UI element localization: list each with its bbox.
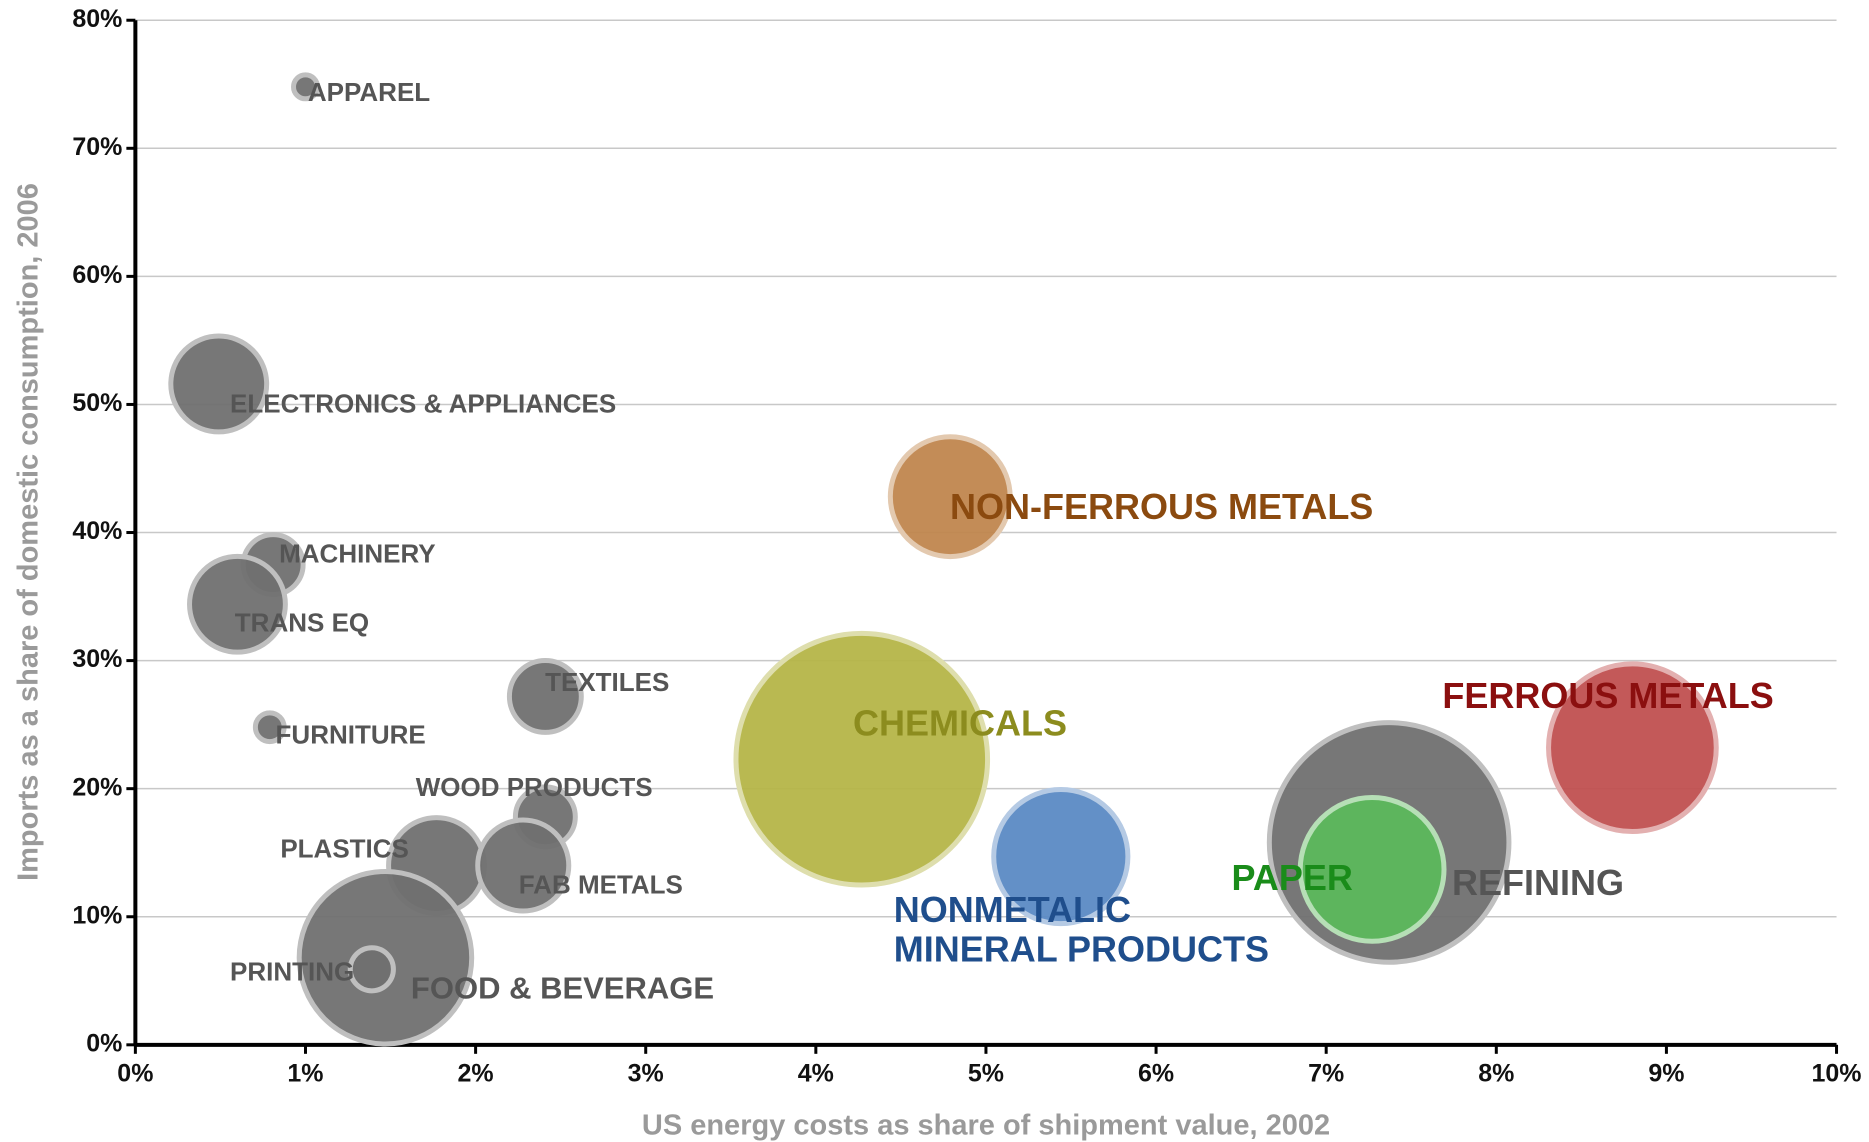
bubble-label: TRANS EQ xyxy=(235,608,369,638)
bubble-label: NON-FERROUS METALS xyxy=(950,486,1373,527)
bubble-label: TEXTILES xyxy=(545,667,669,697)
bubble-label: ELECTRONICS & APPLIANCES xyxy=(230,389,616,419)
y-tick-label: 70% xyxy=(72,133,122,161)
bubble-label: REFINING xyxy=(1452,862,1624,903)
bubble xyxy=(168,333,270,435)
x-tick-label: 5% xyxy=(968,1059,1004,1087)
y-tick-label: 80% xyxy=(72,5,122,33)
bubble xyxy=(475,817,572,914)
y-tick-label: 40% xyxy=(72,517,122,545)
bubble xyxy=(347,945,396,994)
bubble xyxy=(506,658,584,735)
bubble-label: PRINTING xyxy=(230,956,354,986)
bubble xyxy=(887,434,1013,560)
x-tick-label: 0% xyxy=(117,1059,153,1087)
x-axis-title: US energy costs as share of shipment val… xyxy=(642,1110,1330,1142)
bubble xyxy=(1297,794,1447,944)
x-tick-label: 10% xyxy=(1812,1059,1862,1087)
bubble xyxy=(187,553,288,655)
bubble-label: PLASTICS xyxy=(280,834,409,864)
x-tick-label: 2% xyxy=(458,1059,494,1087)
y-tick-label: 50% xyxy=(72,389,122,417)
y-tick-label: 30% xyxy=(72,645,122,673)
bubble-label: FERROUS METALS xyxy=(1442,675,1773,716)
bubble-label: MINERAL PRODUCTS xyxy=(894,929,1269,970)
bubble-label: PAPER xyxy=(1232,857,1353,898)
x-tick-label: 1% xyxy=(287,1059,323,1087)
x-tick-label: 3% xyxy=(628,1059,664,1087)
x-tick-label: 9% xyxy=(1648,1059,1684,1087)
bubble xyxy=(733,630,991,888)
bubble xyxy=(291,72,320,102)
x-tick-label: 8% xyxy=(1478,1059,1514,1087)
bubble-label: NONMETALIC xyxy=(894,889,1131,930)
y-tick-label: 20% xyxy=(72,773,122,801)
bubble-label: APPAREL xyxy=(308,77,430,107)
bubble-label: FURNITURE xyxy=(276,719,426,749)
bubble-label: MACHINERY xyxy=(279,539,435,569)
x-tick-label: 4% xyxy=(798,1059,834,1087)
bubble xyxy=(252,710,287,745)
bubble xyxy=(1546,661,1719,835)
x-tick-label: 6% xyxy=(1138,1059,1174,1087)
bubble-label: FAB METALS xyxy=(519,869,683,899)
x-tick-label: 7% xyxy=(1308,1059,1344,1087)
bubble-label: CHEMICALS xyxy=(853,702,1067,743)
bubble-label: WOOD PRODUCTS xyxy=(416,772,653,802)
bubble xyxy=(991,786,1131,927)
y-tick-label: 10% xyxy=(72,901,122,929)
y-axis-title: Imports as a share of domestic consumpti… xyxy=(13,183,45,881)
y-tick-label: 60% xyxy=(72,261,122,289)
y-tick-label: 0% xyxy=(86,1029,122,1057)
bubble-label: FOOD & BEVERAGE xyxy=(411,970,714,1005)
